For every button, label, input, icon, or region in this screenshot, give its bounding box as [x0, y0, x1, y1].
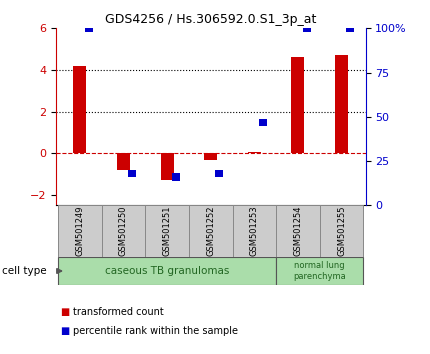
Text: ■: ■	[60, 326, 70, 336]
Text: transformed count: transformed count	[73, 307, 164, 316]
FancyBboxPatch shape	[145, 205, 189, 257]
Text: normal lung
parenchyma: normal lung parenchyma	[293, 261, 346, 280]
Text: ■: ■	[60, 307, 70, 316]
Bar	[117, 153, 130, 170]
Bar	[74, 66, 86, 153]
Text: GSM501249: GSM501249	[75, 206, 84, 256]
FancyBboxPatch shape	[276, 205, 320, 257]
FancyBboxPatch shape	[233, 205, 276, 257]
Text: GSM501255: GSM501255	[337, 206, 346, 256]
FancyBboxPatch shape	[101, 205, 145, 257]
Bar	[172, 173, 180, 181]
Bar	[128, 170, 136, 177]
Bar	[335, 55, 348, 153]
FancyBboxPatch shape	[276, 257, 363, 285]
Bar	[85, 25, 92, 32]
Text: percentile rank within the sample: percentile rank within the sample	[73, 326, 238, 336]
Text: GSM501251: GSM501251	[163, 206, 172, 256]
FancyBboxPatch shape	[189, 205, 233, 257]
Bar	[160, 153, 174, 180]
Bar	[248, 152, 261, 153]
Text: GSM501254: GSM501254	[293, 206, 302, 256]
Bar	[303, 25, 310, 32]
Text: GSM501253: GSM501253	[250, 206, 259, 256]
FancyBboxPatch shape	[58, 257, 276, 285]
Bar	[292, 57, 304, 153]
Text: GSM501252: GSM501252	[206, 206, 215, 256]
FancyBboxPatch shape	[320, 205, 363, 257]
FancyBboxPatch shape	[58, 205, 101, 257]
Text: caseous TB granulomas: caseous TB granulomas	[105, 266, 229, 276]
Text: GSM501250: GSM501250	[119, 206, 128, 256]
Bar	[259, 119, 267, 126]
Text: cell type: cell type	[2, 266, 47, 276]
Title: GDS4256 / Hs.306592.0.S1_3p_at: GDS4256 / Hs.306592.0.S1_3p_at	[105, 13, 316, 26]
Bar	[204, 153, 217, 160]
Bar	[346, 25, 354, 32]
Bar	[215, 170, 223, 177]
